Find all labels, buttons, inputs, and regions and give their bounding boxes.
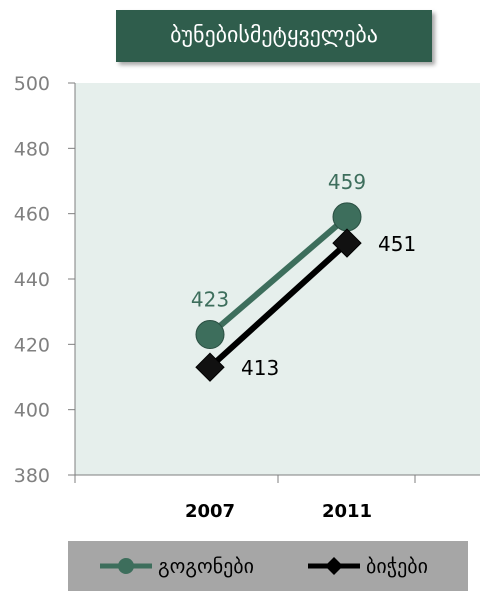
- x-tick-label-2007: 2007: [185, 501, 235, 522]
- point-girls-2007: [195, 320, 225, 350]
- data-label-boys-2007: 413: [241, 356, 279, 380]
- y-tick-label: 420: [14, 334, 50, 356]
- point-boys-2011: [332, 228, 362, 258]
- y-tick-label: 380: [14, 465, 50, 487]
- y-tick-label: 500: [14, 73, 50, 95]
- legend-label-girls: გოგონები: [158, 554, 254, 578]
- y-tick-label: 480: [14, 138, 50, 160]
- data-label-girls-2011: 459: [328, 170, 366, 194]
- legend-item-boys: ბიჭები: [306, 541, 428, 591]
- series-line-girls: [208, 214, 349, 337]
- legend-label-boys: ბიჭები: [366, 554, 428, 578]
- legend: გოგონები ბიჭები: [68, 541, 468, 591]
- data-label-boys-2011: 451: [378, 232, 416, 256]
- y-tick-label: 440: [14, 269, 50, 291]
- data-label-girls-2007: 423: [191, 288, 229, 312]
- legend-marker-boys: [308, 557, 360, 575]
- point-girls-2011: [332, 202, 362, 232]
- y-tick-label: 460: [14, 204, 50, 226]
- legend-marker-girls: [100, 558, 152, 574]
- point-boys-2007: [195, 352, 225, 382]
- x-tick-label-2011: 2011: [322, 501, 372, 522]
- chart-title: ბუნებისმეტყველება: [116, 10, 432, 62]
- y-tick-label: 400: [14, 400, 50, 422]
- legend-item-girls: გოგონები: [98, 541, 254, 591]
- series-line-boys: [207, 240, 350, 370]
